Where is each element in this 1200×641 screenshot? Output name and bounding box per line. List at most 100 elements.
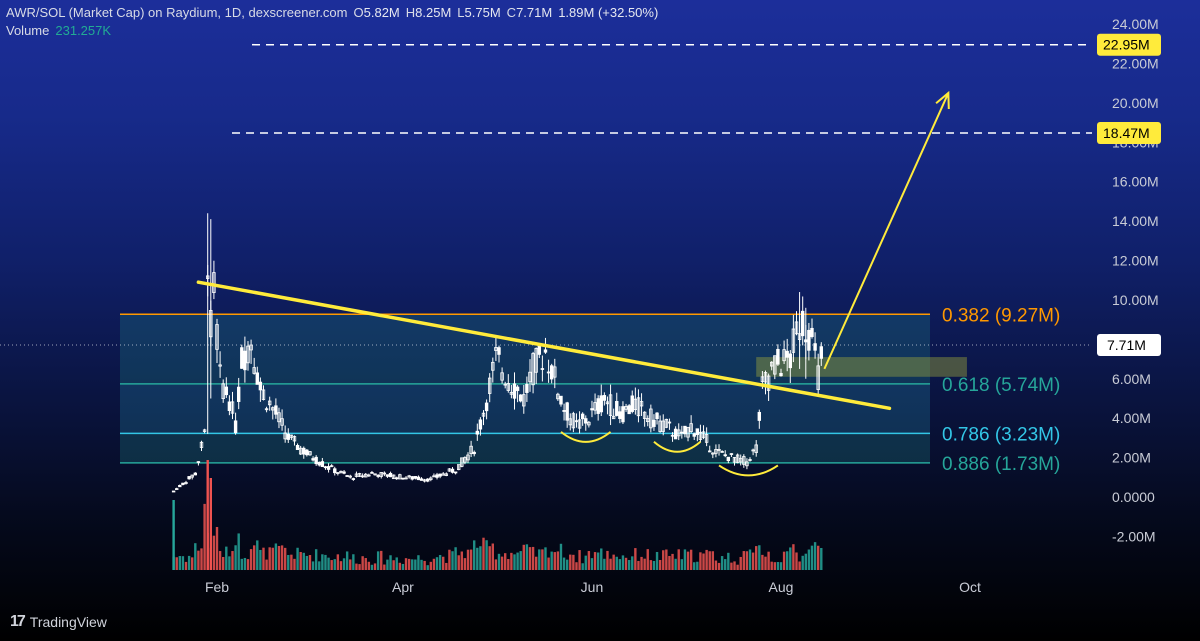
candle-body: [320, 461, 325, 468]
volume-bar: [658, 559, 662, 570]
candle-body: [224, 386, 228, 396]
candle-body: [171, 490, 176, 493]
volume-bar: [565, 559, 569, 570]
candle-body: [543, 349, 548, 353]
candle-body: [261, 389, 266, 400]
candle-body: [630, 395, 634, 412]
volume-bar: [256, 540, 259, 570]
candle-body: [611, 415, 616, 420]
high-label: H: [405, 5, 416, 20]
volume-bar: [259, 549, 262, 570]
candle-body: [642, 411, 647, 419]
candle-body: [732, 457, 737, 463]
candle-body: [683, 425, 687, 435]
volume-bar: [414, 559, 417, 570]
tradingview-brand: TradingView: [29, 614, 107, 630]
volume-bar: [299, 551, 302, 570]
volume-bar: [228, 556, 231, 570]
volume-bar: [194, 543, 197, 570]
tradingview-footer[interactable]: 17 TradingView: [10, 613, 107, 631]
bottom-arc-1: [560, 431, 612, 443]
volume-bar: [655, 551, 659, 570]
volume-bar: [466, 549, 470, 570]
x-tick-label: Feb: [205, 579, 229, 595]
volume-bar: [634, 548, 637, 570]
volume-bar: [813, 542, 817, 570]
volume-bar: [339, 561, 343, 570]
candle-body: [726, 456, 731, 462]
volume-bar: [522, 544, 525, 570]
candle-body: [373, 473, 377, 476]
volume-bar: [513, 554, 516, 570]
candle-body: [212, 272, 216, 294]
candle-body: [549, 365, 554, 380]
candle-body: [602, 395, 607, 401]
candle-body: [187, 476, 191, 480]
candle-body: [512, 383, 517, 399]
volume-bar: [411, 559, 414, 570]
volume-bar: [352, 554, 355, 570]
volume-bar: [476, 547, 479, 570]
support-zone: [756, 357, 967, 377]
candle-body: [627, 405, 631, 415]
volume-bar: [243, 557, 247, 570]
candle-body: [807, 329, 811, 351]
volume-bar: [711, 551, 715, 570]
y-tick-label: 14.00M: [1112, 213, 1159, 229]
fib-zone-1: [120, 383, 930, 434]
volume-bar: [442, 556, 445, 570]
volume-bar: [562, 557, 566, 570]
volume-bar: [469, 549, 473, 570]
candle-body: [618, 411, 622, 419]
tradingview-logo-icon: 17: [10, 613, 26, 630]
y-tick-label: 10.00M: [1112, 292, 1159, 308]
volume-bar: [575, 562, 578, 570]
candle-body: [230, 401, 235, 414]
volume-bar: [404, 558, 408, 570]
volume-bar: [330, 560, 333, 570]
volume-bar: [445, 562, 448, 570]
volume-bar: [274, 543, 278, 570]
candle-body: [469, 445, 473, 454]
candle-body: [497, 347, 501, 355]
volume-bar: [187, 555, 191, 570]
candle-body: [364, 473, 368, 478]
volume-bar: [308, 555, 312, 570]
volume-bar: [349, 559, 352, 570]
volume-bar: [197, 550, 200, 570]
volume-bar: [724, 559, 727, 570]
volume-bar: [593, 552, 597, 570]
candle-body: [494, 347, 498, 351]
candle-body: [655, 412, 659, 420]
volume-bar: [621, 555, 625, 570]
candle-body: [351, 478, 356, 480]
volume-label[interactable]: Volume: [6, 23, 50, 38]
volume-bar: [776, 561, 780, 570]
volume-bar: [280, 545, 284, 570]
y-tick-label: 2.00M: [1112, 450, 1151, 466]
volume-bar: [572, 554, 575, 570]
volume-bar: [714, 560, 718, 570]
candle-body: [450, 468, 455, 473]
volume-bar: [488, 546, 491, 570]
candle-body: [277, 412, 281, 423]
candle-body: [667, 421, 672, 424]
volume-bar: [739, 556, 742, 570]
candle-body: [178, 484, 182, 488]
candle-body: [748, 459, 752, 461]
candle-body: [525, 383, 529, 393]
candle-body: [422, 479, 427, 482]
y-tick-label: 22.00M: [1112, 55, 1159, 71]
symbol-title[interactable]: AWR/SOL (Market Cap) on Raydium, 1D, dex…: [6, 5, 348, 20]
volume-bar: [327, 557, 330, 570]
volume-bar: [249, 549, 253, 570]
volume-bar: [649, 560, 653, 570]
candle-body: [308, 451, 312, 456]
volume-bar: [785, 551, 789, 570]
volume-bar: [401, 563, 405, 570]
volume-bar: [479, 546, 482, 570]
candle-body: [800, 310, 805, 337]
volume-bar: [380, 550, 383, 570]
